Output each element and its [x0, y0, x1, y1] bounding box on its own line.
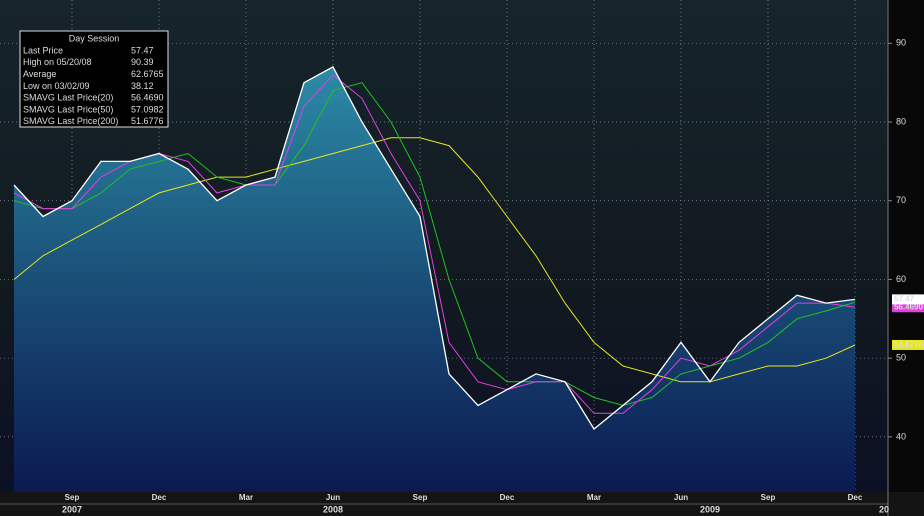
x-tick-label: Jun — [674, 493, 688, 502]
series-line — [13, 137, 856, 383]
legend-label: Last Price — [23, 45, 63, 55]
legend-value: 56.4690 — [131, 93, 164, 103]
x-tick-label: Mar — [239, 493, 253, 502]
last-value-tag — [892, 302, 924, 313]
x-tick-label: Dec — [848, 493, 863, 502]
legend-title: Day Session — [69, 33, 120, 43]
series-line — [13, 66, 856, 430]
x-tick-label: Sep — [761, 493, 776, 502]
legend-value: 57.47 — [131, 45, 154, 55]
x-tick-label: Jun — [326, 493, 340, 502]
x-tick-label: Mar — [587, 493, 601, 502]
legend-value: 57.0982 — [131, 104, 164, 114]
y-tick-label: 80 — [896, 116, 906, 126]
x-tick-label: Dec — [500, 493, 515, 502]
legend-value: 38.12 — [131, 81, 154, 91]
legend-value: 51.6776 — [131, 116, 164, 126]
year-label: 2009 — [700, 504, 720, 514]
x-tick-label: Sep — [65, 493, 80, 502]
last-value-tag — [892, 339, 924, 350]
x-tick-label: Sep — [413, 493, 428, 502]
y-axis-panel — [888, 0, 924, 492]
legend-label: SMAVG Last Price(200) — [23, 116, 118, 126]
price-area — [14, 66, 855, 493]
year-label: 2007 — [62, 504, 82, 514]
last-value-label: 56.4690 — [894, 302, 923, 311]
year-label: 20 — [879, 504, 889, 514]
legend-label: Low on 03/02/09 — [23, 81, 90, 91]
year-label: 2008 — [323, 504, 343, 514]
legend-value: 90.39 — [131, 57, 154, 67]
y-tick-label: 70 — [896, 195, 906, 205]
legend-value: 62.6765 — [131, 69, 164, 79]
legend-box — [19, 30, 169, 128]
y-tick-label: 40 — [896, 431, 906, 441]
x-tick-label: Dec — [152, 493, 167, 502]
last-value-tag — [892, 294, 924, 305]
legend-label: SMAVG Last Price(50) — [23, 104, 113, 114]
series-line — [13, 82, 856, 406]
last-value-label: 51.6776 — [894, 340, 923, 349]
legend-label: Average — [23, 69, 56, 79]
y-tick-label: 50 — [896, 353, 906, 363]
legend-label: SMAVG Last Price(20) — [23, 93, 113, 103]
legend-label: High on 05/20/08 — [23, 57, 92, 67]
y-tick-label: 60 — [896, 274, 906, 284]
last-value-label: 57.47 — [894, 294, 915, 303]
y-tick-label: 90 — [896, 38, 906, 48]
